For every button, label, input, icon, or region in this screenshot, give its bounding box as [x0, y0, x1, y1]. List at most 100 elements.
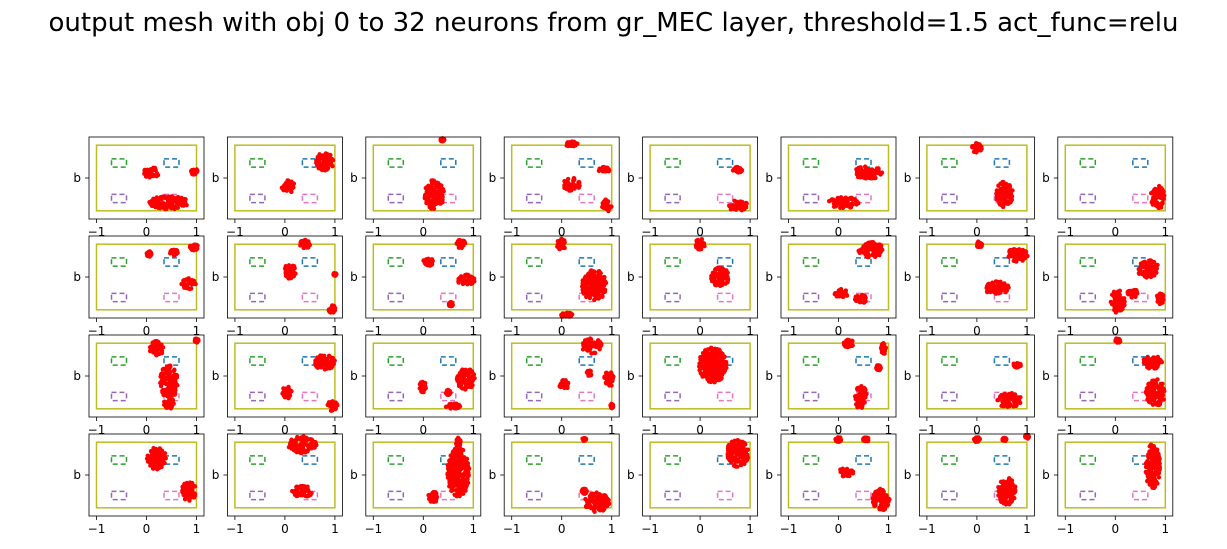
scatter-point — [286, 276, 291, 281]
scatter-point — [877, 242, 882, 247]
scatter-point — [299, 445, 305, 450]
x-tick-label: −1 — [226, 324, 244, 338]
scatter-point — [740, 450, 746, 455]
scatter-point — [858, 169, 864, 175]
goal-box-1 — [301, 455, 319, 465]
scatter-points — [693, 236, 731, 289]
scatter-point — [156, 198, 161, 203]
scatter-point — [302, 484, 308, 489]
scatter-point — [156, 351, 161, 357]
scatter-point — [427, 194, 432, 199]
scatter-point — [164, 393, 169, 398]
scatter-point — [1148, 364, 1154, 369]
scatter-point — [298, 437, 303, 442]
scatter-point — [177, 198, 182, 204]
goal-box-2 — [664, 193, 681, 204]
scatter-point — [881, 341, 886, 346]
x-tick-label: 0 — [143, 522, 151, 536]
scatter-point — [465, 272, 471, 278]
scatter-point — [885, 496, 891, 501]
scatter-points — [562, 139, 614, 214]
scatter-point — [738, 446, 744, 452]
scatter-point — [289, 488, 295, 494]
scatter-point — [449, 488, 454, 493]
subplot-neuron-10: b−1 0 1 — [350, 235, 482, 338]
x-tick-label: 0 — [835, 423, 843, 437]
subplot-neuron-2: b−1 0 1 — [350, 136, 482, 239]
scatter-point — [586, 373, 591, 378]
scatter-point — [994, 197, 1000, 202]
scatter-point — [172, 367, 177, 372]
x-tick-label: 0 — [143, 324, 151, 338]
scatter-point — [606, 168, 612, 173]
scatter-point — [1155, 384, 1160, 390]
scatter-point — [881, 507, 886, 513]
arena-boundary — [787, 342, 890, 410]
goal-box-3 — [716, 292, 734, 303]
goal-box-1 — [578, 257, 595, 267]
scatter-point — [840, 199, 845, 205]
scatter-point — [608, 204, 614, 209]
scatter-point — [1142, 265, 1147, 270]
scatter-point — [697, 367, 702, 373]
subplot-neuron-16: b−1 0 1 — [73, 334, 205, 437]
scatter-point — [843, 291, 849, 297]
scatter-point — [426, 190, 432, 195]
scatter-point — [157, 205, 163, 211]
x-tick-label: 1 — [469, 522, 477, 536]
x-tick-label: −1 — [503, 522, 521, 536]
subplot-neuron-21: b−1 0 1 — [765, 334, 897, 437]
scatter-point — [447, 484, 452, 489]
scatter-point — [462, 455, 467, 460]
scatter-point — [999, 190, 1005, 195]
scatter-point — [154, 170, 160, 176]
scatter-point — [142, 171, 147, 176]
scatter-point — [322, 162, 327, 167]
scatter-point — [574, 184, 579, 189]
scatter-point — [588, 293, 593, 298]
goal-box-2 — [1079, 193, 1097, 204]
scatter-point — [739, 439, 745, 445]
x-tick-label: 1 — [193, 225, 201, 239]
goal-box-1 — [855, 158, 872, 168]
y-tick-label: b — [627, 369, 635, 383]
scatter-point — [459, 452, 464, 458]
scatter-point — [455, 476, 461, 481]
goal-box-1 — [855, 356, 872, 366]
subplot-neuron-4: b−1 0 1 — [627, 136, 758, 239]
subplot-neuron-12: b−1 0 1 — [627, 235, 758, 338]
scatter-point — [447, 302, 452, 307]
scatter-point — [462, 484, 468, 489]
goal-box-1 — [440, 257, 457, 267]
goal-box-3 — [440, 391, 457, 402]
scatter-point — [299, 239, 304, 244]
goal-box-3 — [301, 193, 319, 204]
scatter-point — [168, 402, 173, 408]
goal-box-3 — [1132, 193, 1149, 204]
scatter-point — [184, 486, 190, 492]
x-tick-label: −1 — [641, 522, 659, 536]
scatter-point — [1152, 196, 1158, 201]
scatter-point — [1117, 292, 1122, 297]
scatter-point — [298, 442, 303, 447]
scatter-points — [280, 353, 340, 413]
scatter-point — [1014, 402, 1019, 408]
scatter-point — [1159, 188, 1164, 193]
scatter-point — [324, 363, 330, 369]
scatter-point — [743, 205, 749, 210]
scatter-point — [698, 363, 703, 368]
scatter-point — [289, 186, 294, 191]
scatter-point — [872, 503, 877, 509]
scatter-point — [587, 285, 593, 290]
scatter-point — [462, 239, 467, 244]
goal-box-0 — [525, 158, 543, 168]
subplot-neuron-3: b−1 0 1 — [489, 136, 620, 239]
scatter-point — [445, 471, 450, 476]
scatter-point — [835, 197, 840, 202]
scatter-point — [461, 280, 467, 286]
scatter-point — [465, 282, 470, 287]
scatter-point — [602, 274, 607, 280]
x-tick-label: −1 — [503, 324, 521, 338]
goal-box-2 — [1079, 292, 1097, 303]
scatter-points — [1108, 258, 1166, 315]
